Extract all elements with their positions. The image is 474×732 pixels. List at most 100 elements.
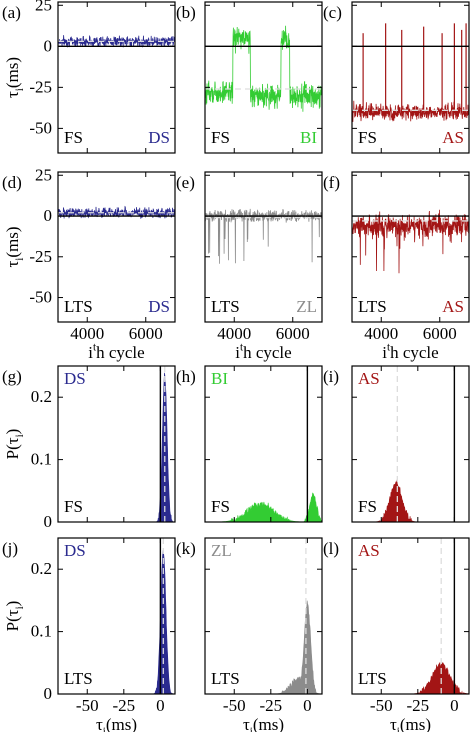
frame-k: [204, 537, 323, 695]
ytick-label-g-1: 0.1: [31, 450, 52, 469]
plot-area-i: [352, 366, 469, 522]
xtick-label-f-0: 4000: [364, 324, 398, 343]
panel-i: (i) AS FS: [323, 365, 470, 523]
plot-area-j: [58, 538, 175, 694]
state-label-d: DS: [148, 297, 170, 316]
panel-g: 0 0.1 0.2 (g) P(τi) DS FS: [2, 365, 176, 531]
panel-label-d: (d): [2, 173, 22, 192]
ytick-label-d-3: 25: [35, 165, 52, 184]
frame-g: [57, 365, 176, 523]
panel-h: (h) BI FS: [176, 365, 323, 523]
state-label-c: AS: [442, 128, 464, 147]
panel-label-j: (j): [2, 539, 18, 558]
frame-j: [57, 537, 176, 695]
neuron-label-d: LTS: [64, 297, 93, 316]
state-label-f: AS: [442, 297, 464, 316]
xtick-label-l-2: 0: [450, 696, 459, 715]
xtick-label-e-0: 4000: [217, 324, 251, 343]
panel-a: -50 -25 0 25 (a) τi(ms) FS DS: [2, 0, 176, 154]
ytick-label-d-2: 0: [44, 206, 53, 225]
xtick-label-j-0: -50: [76, 696, 99, 715]
xlabel-j: τi(ms): [96, 715, 137, 732]
ytick-label-a-2: 0: [44, 36, 53, 55]
state-label-h: BI: [211, 369, 228, 388]
panel-b: (b) FS BI: [176, 1, 323, 154]
ytick-label-d-1: -25: [29, 247, 52, 266]
panel-label-e: (e): [176, 173, 195, 192]
panel-label-l: (l): [323, 539, 339, 558]
state-label-a: DS: [148, 128, 170, 147]
panel-label-k: (k): [176, 539, 196, 558]
ytick-label-a-0: -50: [29, 118, 52, 137]
neuron-label-j: LTS: [64, 669, 93, 688]
ytick-label-a-1: -25: [29, 77, 52, 96]
plot-area-k: [205, 538, 322, 694]
ytick-label-a-3: 25: [35, 0, 52, 14]
ytick-label-j-0: 0: [44, 684, 53, 703]
ylabel-g: P(τi): [3, 429, 26, 460]
xlabel-k: τi(ms): [243, 715, 284, 732]
xtick-label-k-2: 0: [303, 696, 312, 715]
panel-j: 0 0.1 0.2 -50 -25 0 (j) P(τi) τi(ms) DS LTS: [2, 537, 176, 732]
xtick-label-f-1: 6000: [423, 324, 457, 343]
series-line-d: [58, 205, 175, 219]
neuron-label-g: FS: [64, 497, 83, 516]
state-label-g: DS: [64, 369, 86, 388]
frame-a: [57, 1, 176, 154]
neuron-label-l: LTS: [358, 669, 387, 688]
neuron-label-b: FS: [211, 128, 230, 147]
xlabel-d: ith cycle: [88, 341, 144, 362]
series-line-e: [205, 208, 322, 264]
xtick-label-e-1: 6000: [276, 324, 310, 343]
series-line-a: [58, 35, 175, 48]
frame-h: [204, 365, 323, 523]
neuron-label-f: LTS: [358, 297, 387, 316]
panel-e: 4000 6000 (e) ith cycle LTS ZL: [176, 171, 323, 362]
xtick-label-d-1: 6000: [129, 324, 163, 343]
series-line-f: [352, 209, 469, 274]
state-label-j: DS: [64, 541, 86, 560]
xtick-label-l-0: -50: [370, 696, 393, 715]
ylabel-d: τi(ms): [3, 226, 26, 267]
panel-label-i: (i): [323, 367, 339, 386]
ytick-label-g-0: 0: [44, 512, 53, 531]
neuron-label-i: FS: [358, 497, 377, 516]
ytick-label-g-2: 0.2: [31, 387, 52, 406]
neuron-label-h: FS: [211, 497, 230, 516]
neuron-label-c: FS: [358, 128, 377, 147]
ytick-label-j-2: 0.2: [31, 559, 52, 578]
panel-l: -50 -25 0 (l) τi(ms) AS LTS: [323, 537, 470, 732]
distribution-k-0: [205, 600, 322, 694]
state-label-e: ZL: [296, 297, 317, 316]
panel-f: 4000 6000 (f) ith cycle LTS AS: [323, 171, 470, 362]
plot-area-a: [58, 35, 175, 48]
series-line-c: [352, 100, 469, 122]
plot-area-d: [58, 205, 175, 219]
frame-d: [57, 171, 176, 323]
ytick-label-d-0: -50: [29, 288, 52, 307]
panel-c: (c) FS AS: [323, 1, 470, 154]
xlabel-l: τi(ms): [390, 715, 431, 732]
panel-k: -50 -25 0 (k) τi(ms) ZL LTS: [176, 537, 323, 732]
plot-area-e: [205, 208, 322, 264]
neuron-label-e: LTS: [211, 297, 240, 316]
frame-e: [204, 171, 323, 323]
xtick-label-l-1: -25: [406, 696, 429, 715]
xtick-label-j-1: -25: [112, 696, 135, 715]
neuron-label-k: LTS: [211, 669, 240, 688]
xtick-label-k-1: -25: [259, 696, 282, 715]
frame-i: [351, 365, 470, 523]
series-line-b: [205, 25, 322, 112]
frame-f: [351, 171, 470, 323]
frame-c: [351, 1, 470, 154]
panel-label-f: (f): [323, 173, 340, 192]
xlabel-f: ith cycle: [382, 341, 438, 362]
ytick-label-j-1: 0.1: [31, 622, 52, 641]
panel-d: -50 -25 0 25 4000 6000 (d) τi(ms) ith cycle LTS DS: [2, 165, 176, 362]
panel-label-g: (g): [2, 367, 22, 386]
state-label-b: BI: [300, 128, 317, 147]
panel-label-a: (a): [2, 3, 21, 22]
frame-l: [351, 537, 470, 695]
plot-area-f: [352, 209, 469, 274]
neuron-label-a: FS: [64, 128, 83, 147]
